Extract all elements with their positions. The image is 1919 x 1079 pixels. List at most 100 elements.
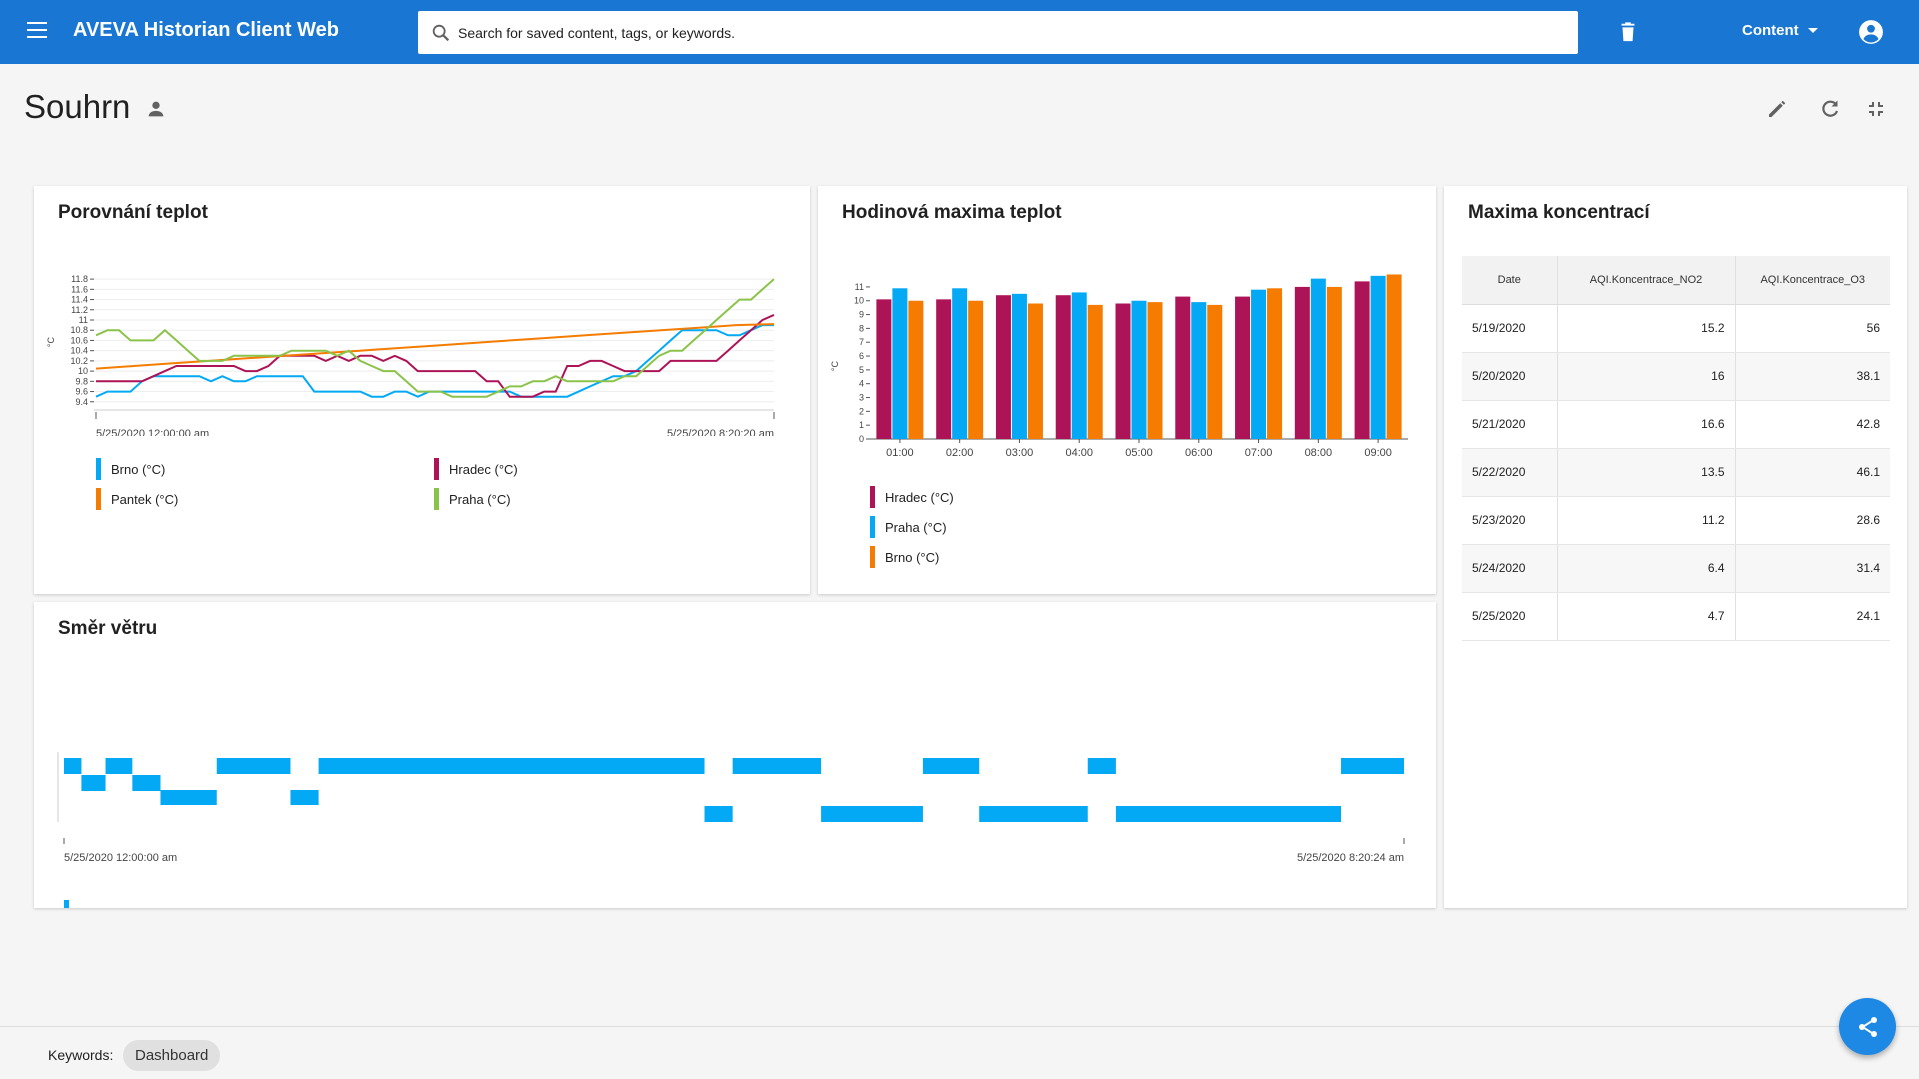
y-tick-label: 10.4 xyxy=(70,346,88,356)
account-icon[interactable] xyxy=(1858,19,1884,45)
o3-cell: 42.8 xyxy=(1735,400,1890,449)
keyword-chip[interactable]: Dashboard xyxy=(123,1040,221,1071)
bar xyxy=(968,300,984,439)
refresh-icon[interactable] xyxy=(1818,97,1842,121)
x-start-label: 5/25/2020 12:00:00 am xyxy=(96,428,209,436)
x-tick-label: 08:00 xyxy=(1305,447,1333,459)
bar xyxy=(1055,295,1071,439)
card-title: Porovnání teplot xyxy=(58,202,208,223)
menu-icon[interactable] xyxy=(22,18,52,46)
bar xyxy=(1267,288,1283,439)
y-tick-label: 10.8 xyxy=(70,325,88,335)
legend-swatch xyxy=(64,900,69,908)
legend-item-praha: Praha (°C) xyxy=(870,516,947,538)
no2-cell: 6.4 xyxy=(1557,544,1736,593)
column-header-no2[interactable]: AQI.Koncentrace_NO2 xyxy=(1557,256,1736,305)
legend-item-hradec: Hradec (°C) xyxy=(870,486,954,508)
wind-segment xyxy=(922,758,980,774)
y-axis-label: °C xyxy=(830,360,840,371)
x-tick-label: 09:00 xyxy=(1364,447,1392,459)
x-tick-label: 04:00 xyxy=(1065,447,1093,459)
x-tick-label: 05:00 xyxy=(1125,447,1153,459)
x-tick-label: 07:00 xyxy=(1245,447,1273,459)
wind-segment xyxy=(64,758,82,774)
y-tick-label: 9 xyxy=(859,310,864,320)
bar xyxy=(1310,278,1326,439)
keywords-label: Keywords: xyxy=(48,1047,114,1063)
bar xyxy=(908,300,924,439)
column-header-date[interactable]: Date xyxy=(1462,256,1558,305)
wind-segment xyxy=(1341,758,1404,774)
column-header-o3[interactable]: AQI.Koncentrace_O3 xyxy=(1735,256,1890,305)
legend-swatch xyxy=(96,488,101,510)
wind-segment xyxy=(1087,758,1116,774)
y-tick-label: 9.8 xyxy=(75,376,88,386)
wind-segment xyxy=(105,758,133,774)
y-tick-label: 11.2 xyxy=(71,305,88,315)
bar xyxy=(1191,302,1207,439)
concentration-card: Maxima koncentrací Date AQI.Koncentrace_… xyxy=(1444,186,1907,908)
table-row: 5/20/2020 16 38.1 xyxy=(1462,352,1890,401)
o3-cell: 56 xyxy=(1735,304,1890,353)
legend-swatch xyxy=(434,458,439,480)
legend-label: Praha (°C) xyxy=(885,519,947,535)
bar xyxy=(1354,281,1370,439)
search-input[interactable] xyxy=(458,11,1568,54)
temperature-line-chart: 9.49.69.81010.210.410.610.81111.211.411.… xyxy=(46,274,775,436)
y-tick-label: 9.6 xyxy=(75,387,88,397)
legend-item-brno: Brno (°C) xyxy=(870,546,939,568)
no2-cell: 11.2 xyxy=(1557,496,1736,545)
y-tick-label: 11 xyxy=(79,315,88,325)
hourly-max-bar-chart: 0 1 2 3 4 5 6 7 8 9 10 11 °C 01:00 02:00 03:00 04:00 05:0… xyxy=(830,274,1408,459)
x-tick-label: 06:00 xyxy=(1185,447,1213,459)
bar xyxy=(1370,275,1386,439)
date-cell: 5/23/2020 xyxy=(1462,496,1558,545)
bar xyxy=(1115,303,1131,439)
no2-cell: 16 xyxy=(1557,352,1736,401)
bar xyxy=(1235,296,1251,439)
bar xyxy=(1147,302,1163,439)
legend-item-brno: Brno (°C) xyxy=(96,458,165,480)
table-row: 5/21/2020 16.6 42.8 xyxy=(1462,400,1890,449)
date-cell: 5/21/2020 xyxy=(1462,400,1558,449)
y-tick-label: 11.6 xyxy=(71,284,88,294)
no2-cell: 4.7 xyxy=(1557,592,1736,641)
bar xyxy=(1027,303,1043,439)
table-header-row: Date AQI.Koncentrace_NO2 AQI.Koncentrace… xyxy=(1462,256,1890,305)
content-menu-button[interactable]: Content xyxy=(1742,22,1819,39)
bar xyxy=(1386,274,1402,439)
legend-label: Praha (°C) xyxy=(449,491,511,507)
legend-swatch xyxy=(96,458,101,480)
o3-cell: 31.4 xyxy=(1735,544,1890,593)
wind-segment xyxy=(160,790,217,805)
y-tick-label: 11 xyxy=(855,282,864,292)
x-end-label: 5/25/2020 8:20:20 am xyxy=(667,428,774,436)
app-title: AVEVA Historian Client Web xyxy=(73,19,339,41)
y-tick-label: 1 xyxy=(859,420,864,430)
x-start-label: 5/25/2020 12:00:00 am xyxy=(64,852,177,864)
o3-cell: 46.1 xyxy=(1735,448,1890,497)
table-row: 5/25/2020 4.7 24.1 xyxy=(1462,592,1890,641)
y-tick-label: 7 xyxy=(859,337,864,347)
legend-item-praha: Praha (°C) xyxy=(434,488,511,510)
trash-icon[interactable] xyxy=(1617,20,1639,44)
y-tick-label: 10.2 xyxy=(70,356,88,366)
bar xyxy=(936,299,952,439)
legend-label: Pantek (°C) xyxy=(111,491,179,507)
chevron-down-icon xyxy=(1807,27,1818,33)
person-icon xyxy=(148,101,164,117)
collapse-icon[interactable] xyxy=(1864,97,1888,121)
x-tick-label: 03:00 xyxy=(1006,447,1034,459)
no2-cell: 15.2 xyxy=(1557,304,1736,353)
card-title: Směr větru xyxy=(58,618,158,639)
legend-swatch xyxy=(434,488,439,510)
y-tick-label: 10.6 xyxy=(70,335,88,345)
bar xyxy=(1294,286,1310,439)
legend-item-pantek: Pantek (°C) xyxy=(96,488,178,510)
y-axis-label: °C xyxy=(46,336,56,347)
share-button[interactable] xyxy=(1839,998,1896,1055)
edit-icon[interactable] xyxy=(1765,97,1789,121)
legend-swatch xyxy=(870,486,875,508)
wind-segment xyxy=(81,775,106,791)
y-tick-label: 8 xyxy=(859,323,864,333)
